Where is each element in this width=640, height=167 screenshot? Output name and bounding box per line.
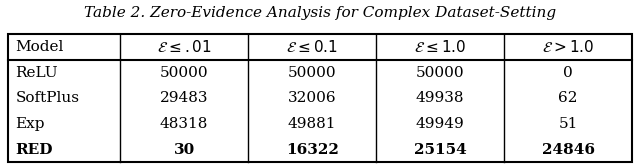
Text: 49881: 49881 [288, 117, 337, 131]
Text: ReLU: ReLU [15, 66, 58, 80]
Text: Model: Model [15, 40, 64, 54]
Text: $\mathcal{E} \leq .01$: $\mathcal{E} \leq .01$ [157, 39, 212, 55]
Text: $\mathcal{E} \leq 0.1$: $\mathcal{E} \leq 0.1$ [286, 39, 338, 55]
Text: 62: 62 [559, 91, 578, 105]
Text: 25154: 25154 [414, 142, 467, 156]
Text: 30: 30 [173, 142, 195, 156]
Text: 50000: 50000 [160, 66, 209, 80]
Text: 48318: 48318 [160, 117, 209, 131]
Text: 0: 0 [563, 66, 573, 80]
Text: 49949: 49949 [416, 117, 465, 131]
Text: SoftPlus: SoftPlus [15, 91, 79, 105]
Bar [8, 34, 632, 162]
Text: 29483: 29483 [160, 91, 209, 105]
Text: $\mathcal{E} \leq 1.0$: $\mathcal{E} \leq 1.0$ [414, 39, 467, 55]
Text: 49938: 49938 [416, 91, 465, 105]
Text: 50000: 50000 [288, 66, 337, 80]
Text: 24846: 24846 [541, 142, 595, 156]
Text: RED: RED [15, 142, 53, 156]
Text: 32006: 32006 [288, 91, 337, 105]
Text: 16322: 16322 [285, 142, 339, 156]
Text: 50000: 50000 [416, 66, 465, 80]
Text: $\mathcal{E} > 1.0$: $\mathcal{E} > 1.0$ [542, 39, 595, 55]
Text: Table 2. Zero-Evidence Analysis for Complex Dataset-Setting: Table 2. Zero-Evidence Analysis for Comp… [84, 6, 556, 20]
Text: 51: 51 [559, 117, 578, 131]
Text: Exp: Exp [15, 117, 45, 131]
